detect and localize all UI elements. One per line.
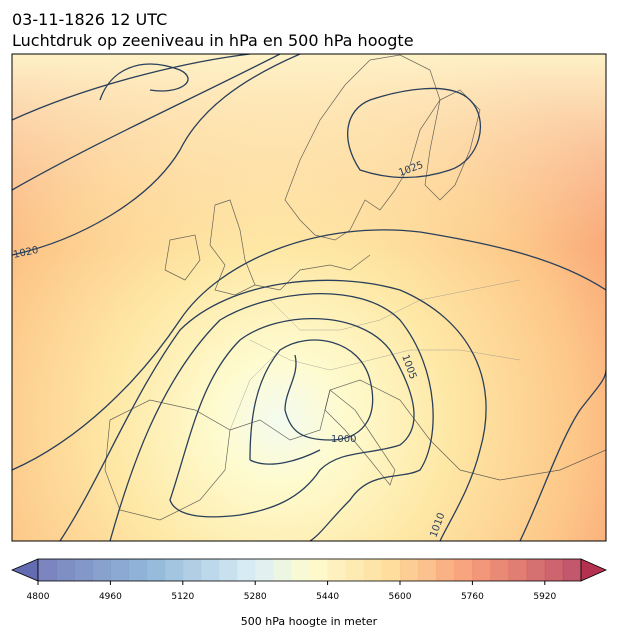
contour-label: 1020 — [12, 245, 39, 261]
title: 03-11-1826 12 UTC — [12, 10, 167, 29]
coastlines — [104, 54, 606, 521]
colorbar-segment — [219, 559, 238, 581]
colorbar-segment — [345, 559, 365, 581]
height-field-north — [12, 54, 606, 541]
colorbar-segment — [309, 559, 329, 581]
map: 1025 1020 1005 1000 1010 — [12, 54, 606, 541]
colorbar-tick-label: 4960 — [99, 592, 122, 602]
subtitle: Luchtdruk op zeeniveau in hPa en 500 hPa… — [12, 31, 414, 50]
colorbar-tick-label: 4800 — [27, 592, 50, 602]
colorbar-segment — [56, 559, 75, 581]
colorbar-segment — [182, 559, 202, 581]
colorbar-segment — [200, 559, 220, 581]
colorbar-extend-low — [10, 558, 39, 582]
colorbar-segment — [327, 559, 347, 581]
colorbar-segment — [363, 559, 383, 581]
colorbar-segment — [237, 559, 256, 581]
colorbar-segment — [164, 559, 184, 581]
colorbar-segment — [472, 559, 491, 581]
colorbar-segment — [562, 559, 582, 581]
colorbar-tick-label: 5760 — [461, 592, 484, 602]
colorbar-segment — [544, 559, 564, 581]
colorbar-segment — [454, 559, 473, 581]
colorbar-segment — [418, 559, 437, 581]
colorbar-segment — [255, 559, 274, 581]
colorbar-segment — [38, 559, 57, 581]
colorbar-extend-high — [580, 558, 607, 582]
colorbar-tick-label: 5440 — [316, 592, 339, 602]
colorbar-segment — [291, 559, 310, 581]
colorbar-label: 500 hPa hoogte in meter — [241, 615, 378, 628]
borders — [229, 279, 521, 431]
colorbar-tick-label: 5600 — [389, 592, 412, 602]
colorbar-segment — [381, 559, 401, 581]
colorbar-segment — [74, 559, 93, 581]
colorbar-segment — [110, 559, 129, 581]
colorbar-segment — [92, 559, 111, 581]
colorbar-segment — [128, 559, 148, 581]
colorbar-tick-label: 5920 — [533, 592, 556, 602]
colorbar-segment — [526, 559, 546, 581]
colorbar-frame — [37, 558, 582, 582]
colorbar-tick-label: 5120 — [171, 592, 194, 602]
colorbar-segment — [146, 559, 166, 581]
colorbar-segment — [490, 559, 510, 581]
colorbar-segment — [436, 559, 455, 581]
isobars — [12, 54, 606, 541]
contour-label: 1000 — [331, 434, 356, 445]
colorbar-segment — [400, 559, 419, 581]
colorbar-tick-label: 5280 — [244, 592, 267, 602]
colorbar-segment — [508, 559, 528, 581]
colorbar-segment — [273, 559, 292, 581]
map-frame — [11, 53, 607, 542]
colorbar: 4800 4960 5120 5280 5440 5600 5760 5920 — [10, 558, 607, 602]
